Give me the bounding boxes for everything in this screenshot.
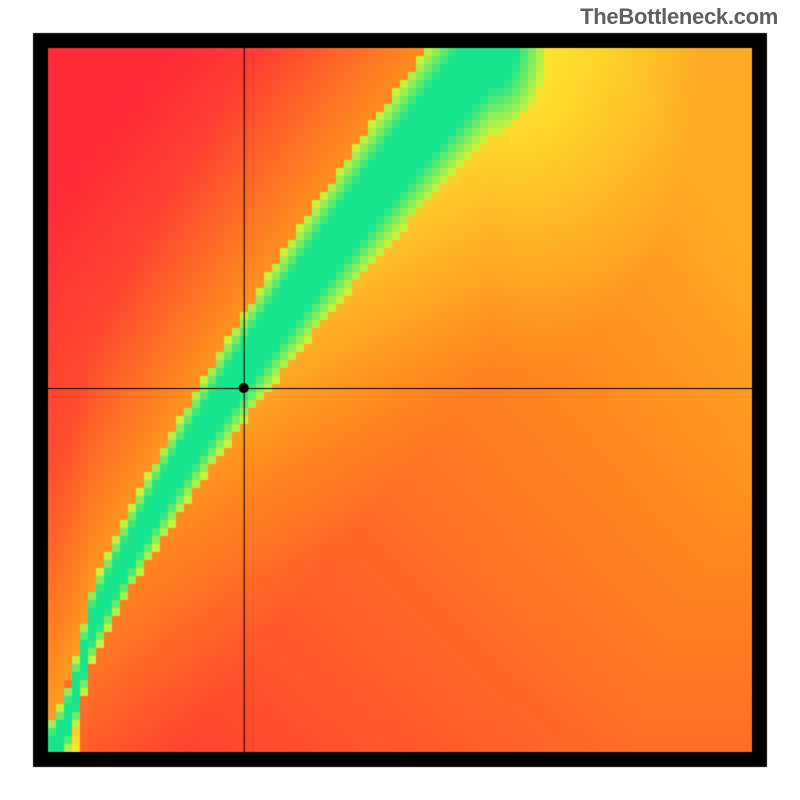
- watermark-text: TheBottleneck.com: [580, 4, 778, 30]
- heatmap-canvas: [0, 0, 800, 800]
- chart-container: TheBottleneck.com: [0, 0, 800, 800]
